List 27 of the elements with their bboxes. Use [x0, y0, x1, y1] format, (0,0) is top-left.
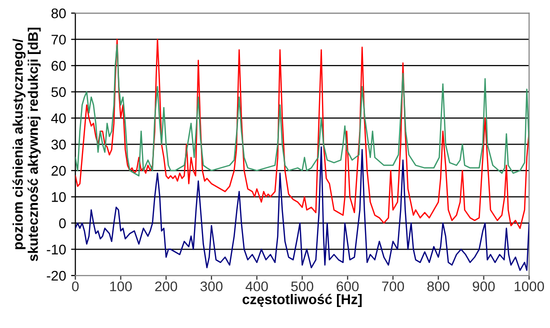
- x-tick-label: 800: [427, 281, 450, 292]
- x-axis-title: częstotliwość [Hz]: [242, 294, 362, 307]
- x-tick-label: 400: [246, 281, 268, 292]
- line-series: [75, 44, 530, 176]
- x-tick-label: 900: [472, 281, 495, 292]
- y-tick-label: 10: [52, 192, 66, 202]
- y-tick-label: 70: [52, 34, 66, 45]
- line-series: [75, 146, 530, 271]
- y-tick-label: 50: [51, 87, 66, 98]
- x-tick-label: 500: [291, 281, 314, 292]
- y-tick-label: 80: [51, 8, 66, 18]
- x-tick-label: 0: [72, 281, 79, 292]
- y-axis-title: poziom ciśnienia akustycznego/ skuteczność aktywnej redukcji [dB]: [12, 28, 41, 262]
- x-tick-label: 700: [382, 281, 404, 292]
- x-tick-label: 200: [155, 281, 178, 292]
- x-tick-label: 100: [110, 281, 132, 292]
- y-tick-label: 0: [59, 218, 66, 228]
- x-tick-label: 300: [200, 281, 223, 292]
- x-tick-label: 1000: [514, 281, 544, 292]
- y-tick-label: -20: [46, 270, 66, 281]
- x-tick-label: 600: [336, 281, 359, 292]
- line-series: [75, 38, 530, 229]
- y-tick-label: -10: [46, 244, 66, 254]
- y-tick-label: 30: [51, 140, 66, 150]
- y-tick-label: 40: [51, 113, 66, 124]
- y-tick-label: 60: [52, 60, 66, 71]
- y-tick-label: 20: [52, 166, 66, 176]
